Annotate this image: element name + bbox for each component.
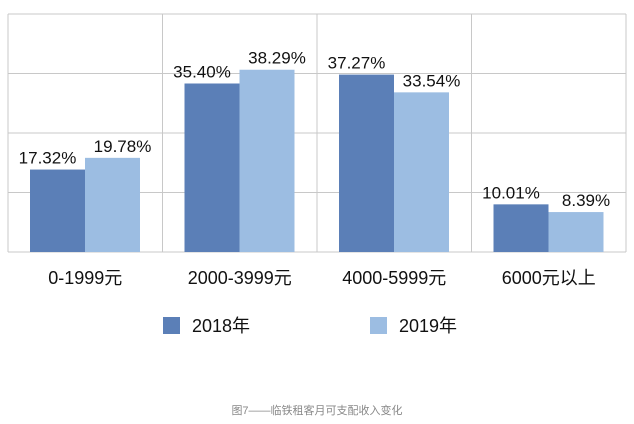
- x-tick-label: 2000-3999元: [188, 268, 292, 288]
- bar: [548, 212, 604, 252]
- value-label: 35.40%: [173, 62, 231, 81]
- value-label: 10.01%: [482, 183, 540, 202]
- legend-label: 2019年: [399, 316, 457, 336]
- value-label: 37.27%: [328, 54, 386, 73]
- x-tick-label: 0-1999元: [48, 268, 122, 288]
- value-label: 8.39%: [562, 191, 610, 210]
- value-label: 17.32%: [19, 149, 77, 168]
- bar: [493, 204, 549, 252]
- x-tick-label: 6000元以上: [502, 268, 596, 288]
- bar: [30, 169, 85, 252]
- x-tick-label: 4000-5999元: [342, 268, 446, 288]
- legend-swatch: [370, 317, 387, 334]
- chart-caption: 图7——临铁租客月可支配收入变化: [231, 403, 402, 417]
- bar: [85, 157, 140, 252]
- value-label: 33.54%: [403, 71, 461, 90]
- value-label: 38.29%: [248, 49, 306, 68]
- legend-swatch: [163, 317, 180, 334]
- bar: [239, 69, 295, 253]
- bar: [339, 74, 394, 252]
- legend-label: 2018年: [192, 316, 250, 336]
- value-label: 19.78%: [94, 137, 152, 156]
- bar: [394, 92, 449, 252]
- bar: [184, 83, 240, 252]
